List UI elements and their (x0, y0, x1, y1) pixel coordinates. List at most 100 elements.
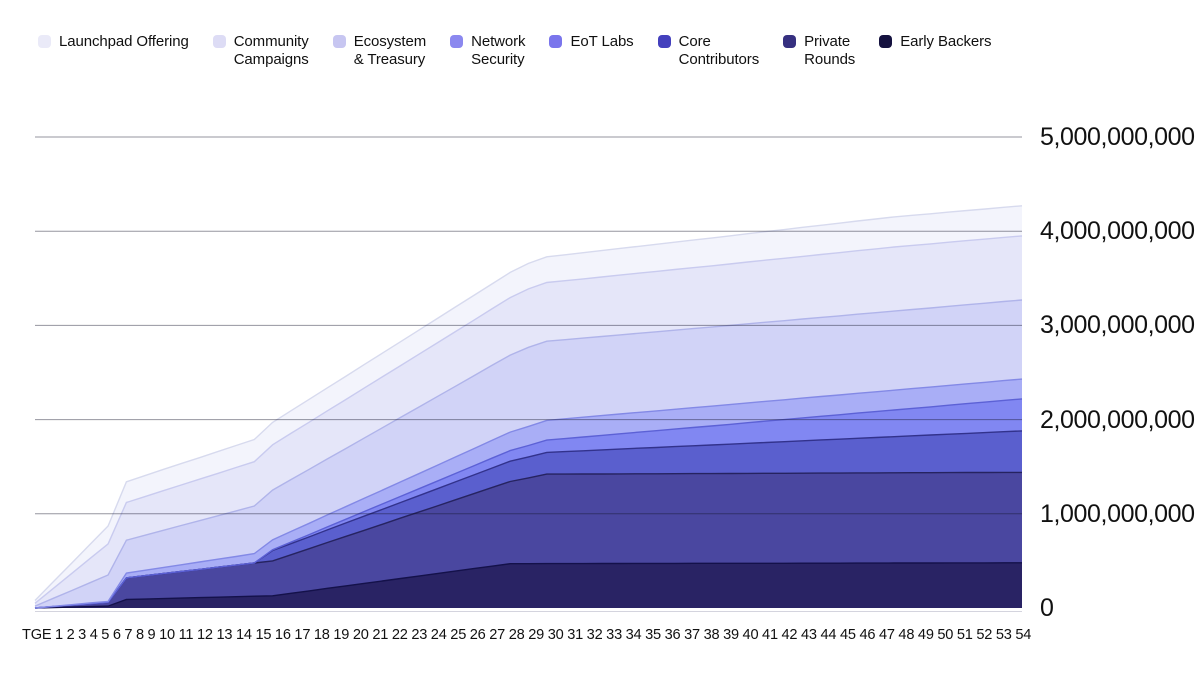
legend-item-network[interactable]: Network Security (450, 33, 526, 68)
x-axis-label: 8 (135, 627, 144, 643)
legend-label: Core Contributors (678, 33, 760, 68)
x-axis-label: 26 (469, 627, 486, 643)
x-axis-label: 21 (372, 627, 389, 643)
y-axis-label: 2,000,000,000 (1040, 405, 1195, 434)
x-axis-label: 9 (147, 627, 156, 643)
legend-swatch-icon (783, 35, 797, 48)
area-launchpad-offering[interactable] (35, 205, 1022, 604)
legend-label: Network Security (471, 33, 526, 68)
legend-swatch-icon (657, 35, 671, 48)
x-axis-label: 24 (430, 627, 447, 643)
chart-legend: Launchpad Offering Community Campaigns Eco… (38, 33, 992, 68)
edge-community-campaigns (34, 235, 1023, 604)
x-axis-label: 35 (645, 627, 661, 643)
x-axis-label: 5 (101, 627, 110, 643)
x-axis-label: 42 (781, 627, 798, 643)
x-axis-label: 49 (917, 627, 934, 643)
edge-eot-labs (34, 398, 1023, 609)
x-axis-label: 36 (664, 627, 681, 643)
legend-swatch-icon (38, 35, 51, 48)
area-core-contributors[interactable] (35, 430, 1022, 608)
x-axis-label: 29 (528, 627, 545, 643)
area-community-campaigns[interactable] (35, 235, 1022, 607)
edge-ecosystem-treasury (34, 299, 1023, 607)
legend-swatch-icon (549, 35, 563, 48)
x-axis-label: 46 (859, 627, 876, 643)
x-axis-label: 4 (89, 627, 98, 643)
x-axis-label: 30 (547, 627, 564, 643)
legend-item-community[interactable]: Community Campaigns (212, 33, 309, 68)
x-axis-label: 39 (723, 627, 739, 643)
x-axis-label: 11 (178, 627, 194, 643)
edge-network-security (34, 378, 1023, 609)
y-axis-label: 5,000,000,000 (1040, 123, 1195, 151)
edge-launchpad-offering (34, 205, 1023, 601)
x-axis-label: 50 (937, 627, 954, 643)
legend-label: Launchpad Offering (59, 33, 189, 50)
legend-item-launchpad[interactable]: Launchpad Offering (38, 33, 189, 51)
legend-item-eot[interactable]: EoT Labs (549, 33, 634, 51)
y-axis-label: 1,000,000,000 (1040, 499, 1195, 528)
legend-label: Ecosystem & Treasury (353, 33, 427, 68)
x-axis-label: 23 (411, 627, 428, 643)
x-axis-label: 37 (684, 627, 700, 643)
y-axis-label: 3,000,000,000 (1040, 311, 1195, 340)
x-axis-label: 34 (625, 627, 642, 643)
area-network-security[interactable] (35, 379, 1022, 608)
x-axis-label: 15 (255, 627, 272, 643)
x-axis-label: 19 (333, 627, 350, 643)
area-early-backers[interactable] (35, 562, 1022, 608)
legend-swatch-icon (450, 35, 464, 48)
legend-swatch-icon (879, 35, 893, 48)
x-axis: TGE 1 2 3 4 5 6 7 8 9 10 11 12 13 14 15 16 17 18 19 20 21 22 23… (22, 627, 1032, 643)
legend-item-private[interactable]: Private Rounds (783, 33, 855, 68)
x-axis-label: 7 (124, 627, 133, 643)
x-axis-label: 13 (216, 627, 233, 643)
x-axis-label: 6 (112, 627, 121, 643)
x-axis-label: 31 (567, 627, 584, 643)
x-axis-label: TGE (22, 627, 52, 643)
x-axis-label: 53 (995, 627, 1012, 643)
y-axis-label: 0 (1040, 594, 1054, 622)
x-axis-label: 1 (55, 627, 63, 643)
x-axis-label: 10 (159, 627, 175, 643)
x-axis-label: 32 (586, 627, 603, 643)
legend-item-early[interactable]: Early Backers (879, 33, 992, 51)
legend-label: EoT Labs (570, 33, 634, 50)
legend-swatch-icon (212, 35, 226, 48)
x-axis-label: 43 (801, 627, 817, 643)
x-axis-label: 17 (294, 627, 311, 643)
area-ecosystem-treasury[interactable] (35, 300, 1022, 608)
x-axis-label: 18 (313, 627, 330, 643)
edge-early-backers (34, 562, 1022, 609)
legend-label: Early Backers (900, 33, 992, 50)
legend-label: Community Campaigns (233, 33, 309, 68)
x-axis-label: 20 (352, 627, 369, 643)
legend-label: Private Rounds (804, 33, 856, 68)
x-axis-label: 47 (878, 627, 895, 643)
legend-swatch-icon (332, 35, 346, 48)
x-axis-label: 45 (839, 627, 856, 643)
x-axis-label: 3 (78, 627, 87, 643)
area-eot-labs[interactable] (35, 398, 1022, 608)
x-axis-label: 41 (762, 627, 778, 643)
x-axis-label: 44 (820, 627, 837, 643)
x-axis-label: 48 (898, 627, 915, 643)
x-axis-label: 40 (742, 627, 759, 643)
x-axis-label: 25 (450, 627, 467, 643)
x-axis-label: 52 (976, 627, 993, 643)
x-axis-label: 12 (196, 627, 213, 643)
x-axis-label: 33 (606, 627, 622, 643)
x-axis-label: 38 (703, 627, 720, 643)
x-axis-label: 28 (508, 627, 525, 643)
legend-item-ecosystem[interactable]: Ecosystem & Treasury (332, 33, 427, 68)
area-private-rounds[interactable] (35, 472, 1022, 608)
x-axis-label: 16 (274, 627, 291, 643)
legend-item-core[interactable]: Core Contributors (657, 33, 760, 68)
x-axis-label: 22 (391, 627, 408, 643)
x-axis-label: 14 (235, 627, 252, 643)
x-axis-label: 27 (489, 627, 506, 643)
x-axis-label: 51 (956, 627, 973, 643)
